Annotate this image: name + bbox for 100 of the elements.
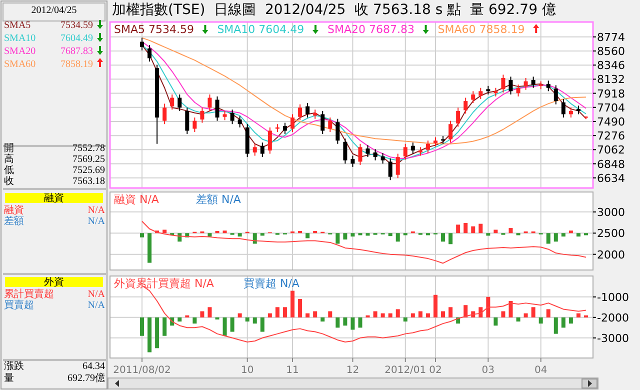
bar: [148, 233, 152, 263]
y-tick-label: 7918: [597, 87, 625, 100]
text: SMA60 7858.19: [438, 23, 525, 36]
text: 量: [4, 373, 14, 384]
text: 低: [4, 165, 14, 176]
bar: [275, 307, 280, 318]
bar: [396, 233, 400, 242]
bar: [561, 317, 566, 328]
y-tick-label: 6848: [597, 158, 625, 171]
bar: [373, 311, 378, 318]
bar: [441, 311, 446, 318]
candlestick: [192, 117, 197, 133]
bar: [140, 317, 144, 336]
candlestick: [471, 90, 476, 104]
bar: [336, 233, 340, 244]
text: 7604.49: [60, 33, 93, 44]
bar: [403, 317, 408, 322]
bar: [208, 233, 212, 237]
bar: [140, 233, 144, 238]
text: 差額: [4, 215, 24, 227]
bar: [268, 313, 272, 318]
text: N/A: [88, 289, 106, 300]
x-tick-label: 10: [240, 365, 254, 376]
candlestick: [200, 107, 204, 124]
text: 2012/04/25: [31, 5, 77, 16]
bar: [290, 290, 295, 318]
bar: [554, 317, 558, 334]
candlestick: [464, 97, 468, 114]
bar: [388, 233, 392, 236]
text: 買賣超: [4, 299, 34, 311]
bar: [508, 228, 513, 234]
candlestick: [433, 136, 438, 147]
bar: [576, 233, 580, 237]
bar: [501, 311, 506, 318]
text: SMA10: [4, 33, 36, 44]
text: SMA20: [4, 46, 36, 57]
text: 7563.18: [72, 176, 105, 187]
y-tick-label: 7276: [597, 130, 625, 143]
y-tick-label: 2000: [597, 248, 625, 262]
bar: [538, 317, 543, 324]
text: 7534.59: [60, 20, 93, 31]
bar: [162, 317, 167, 336]
bar: [448, 233, 453, 244]
bar: [433, 294, 438, 318]
candlestick: [508, 76, 513, 95]
chart-title: 加權指數(TSE) 日線圖 2012/04/25 收 7563.18 s 點 量 692.79 億: [112, 2, 556, 18]
candlestick: [426, 140, 430, 154]
text: 7569.25: [72, 154, 105, 165]
y-tick-label: 2500: [597, 227, 625, 240]
bar: [358, 317, 362, 328]
text: 累計買賣超: [4, 288, 54, 300]
text: 融資: [44, 192, 64, 204]
x-tick-label: 02: [429, 365, 442, 376]
candlestick: [268, 126, 272, 154]
text: 開: [4, 143, 14, 154]
candlestick: [546, 80, 550, 92]
y-tick-label: 8346: [597, 59, 625, 72]
bar: [306, 233, 310, 238]
bar: [410, 313, 415, 318]
text: 差額 N/A: [196, 193, 242, 206]
bar: [486, 296, 490, 318]
bar: [178, 317, 182, 322]
candlestick: [448, 120, 453, 144]
text: 融資: [4, 204, 24, 216]
text: SMA5: [4, 20, 31, 31]
candlestick: [282, 122, 287, 134]
bar: [222, 317, 227, 336]
x-tick-label: 2011/08/02: [113, 365, 171, 376]
y-tick-label: 7062: [597, 144, 625, 157]
candlestick: [170, 94, 174, 110]
series-label: 買賣超 N/A: [244, 277, 300, 290]
bar: [230, 317, 234, 332]
text: 融資 N/A: [114, 193, 160, 206]
bar: [282, 307, 287, 318]
text: N/A: [88, 300, 106, 311]
candlestick: [290, 114, 295, 133]
text: 7552.78: [72, 143, 105, 154]
bar: [238, 233, 242, 237]
bar: [561, 233, 566, 237]
bar: [441, 233, 446, 242]
bar: [200, 311, 204, 318]
y-tick-label: 7704: [597, 101, 625, 114]
candlestick: [561, 98, 566, 118]
bar: [546, 233, 550, 244]
text: SMA60: [4, 59, 36, 70]
candlestick: [524, 77, 528, 90]
text: N/A: [88, 205, 106, 216]
candlestick: [306, 102, 310, 118]
bar: [546, 309, 550, 318]
line-series: [142, 220, 586, 264]
bar: [448, 307, 453, 318]
y-tick-label: 7490: [597, 115, 625, 128]
candlestick: [336, 118, 340, 144]
candlestick: [238, 116, 242, 128]
candlestick: [568, 107, 573, 118]
candlestick: [222, 110, 227, 121]
bar: [298, 298, 302, 318]
bar: [366, 233, 370, 236]
text: 692.79億: [68, 372, 105, 384]
bar: [245, 317, 250, 322]
